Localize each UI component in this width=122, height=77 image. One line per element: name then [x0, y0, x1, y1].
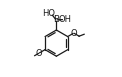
Text: B: B — [53, 15, 59, 24]
Text: O: O — [36, 49, 42, 58]
Text: OH: OH — [59, 15, 72, 24]
Text: HO: HO — [42, 9, 55, 18]
Text: O: O — [70, 29, 77, 38]
